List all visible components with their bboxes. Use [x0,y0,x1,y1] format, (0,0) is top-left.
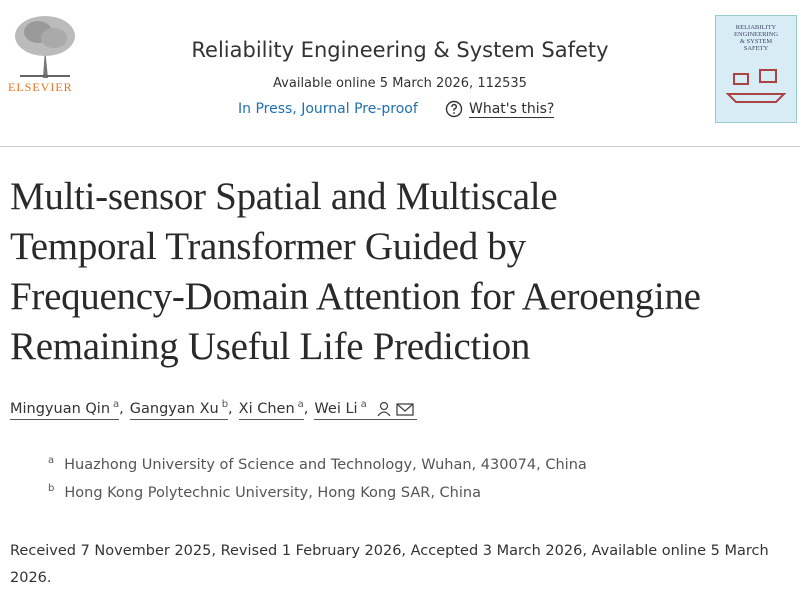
author-affiliation: a [113,399,120,410]
cover-art [725,69,787,103]
status[interactable]: In Press, Journal Pre-proof [238,101,418,117]
author-name[interactable]: Xi Chen [238,400,295,417]
article-title: Multi-sensor Spatial and Multiscale Temp… [10,172,701,372]
author-affiliation: b [221,399,229,410]
author[interactable]: Gangyan Xu b [129,399,229,420]
author[interactable]: Wei Li a [314,399,418,420]
affiliation: b Hong Kong Polytechnic University, Hong … [48,483,481,501]
title-line: Remaining Useful Life Prediction [10,325,531,368]
author-affiliation: a [297,399,304,410]
separator: , [119,401,124,418]
cover-text: RELIABILITY [735,24,777,31]
separator: , [228,401,233,418]
author-list: Mingyuan Qin a, Gangyan Xu b, Xi Chen a, We… [10,399,418,420]
article-dates: Received 7 November 2025, Revised 1 Febr… [10,543,769,586]
help-icon [445,100,463,118]
affiliation-text: Hong Kong Polytechnic University, Hong K… [64,484,481,501]
cover-text: ENGINEERING [733,31,779,38]
help-text[interactable]: What's this? [469,100,555,118]
author[interactable]: Mingyuan Qin a [10,399,120,420]
author[interactable]: Xi Chen a [238,399,304,420]
title-line: Frequency-Domain Attention for Aeroengin… [10,275,701,318]
divider [0,146,800,147]
affiliation-label: a [48,455,55,466]
affiliation-label: b [48,483,55,494]
author-icons [377,401,414,417]
cover-text: SAFETY [743,45,769,52]
help-link[interactable]: What's this? [445,100,555,118]
elsevier-tree-logo [15,16,75,78]
author-name[interactable]: Wei Li [314,400,358,417]
publisher-name: ELSEVIER [8,80,73,94]
separator: , [303,401,309,418]
author-name[interactable]: Gangyan Xu [129,400,219,417]
journal-title[interactable]: Reliability Engineering & System Safety [191,38,609,62]
affiliation: a Huazhong University of Science and Tech… [48,455,587,473]
author-name[interactable]: Mingyuan Qin [10,400,111,417]
availability: Available online 5 March 2026, 112535 [273,76,527,91]
journal-cover[interactable]: RELIABILITY ENGINEERING & SYSTEM SAFETY [715,15,797,123]
title-line: Temporal Transformer Guided by [10,225,526,268]
affiliation-text: Huazhong University of Science and Techn… [64,456,587,473]
cover-text: & SYSTEM [739,38,773,45]
author-affiliation: a [360,399,367,410]
title-line: Multi-sensor Spatial and Multiscale [10,175,558,218]
